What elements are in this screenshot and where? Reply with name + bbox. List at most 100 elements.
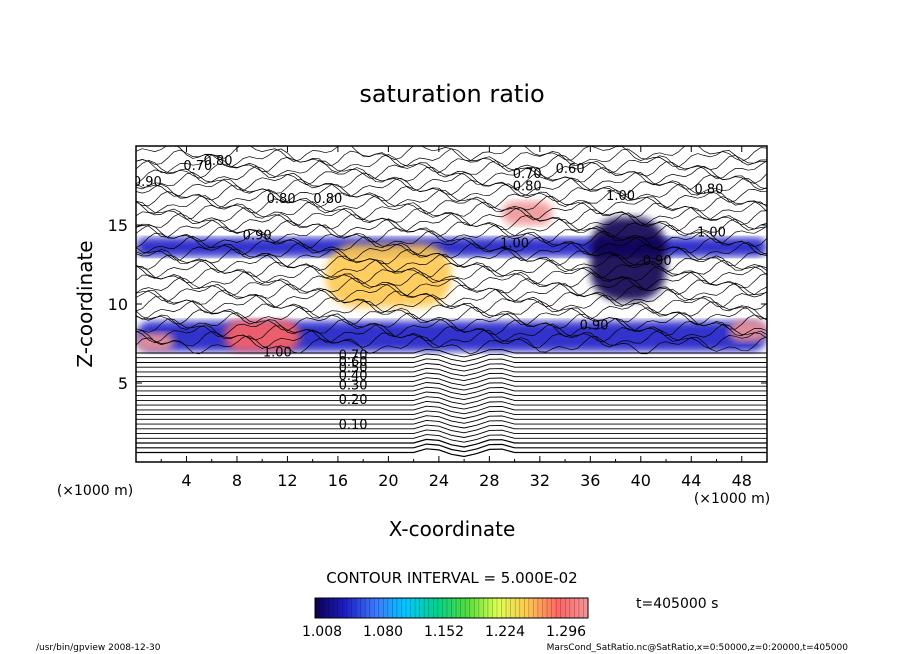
x-axis-title: X-coordinate [389,517,516,541]
contour-line-upper-3 [136,317,767,338]
x-tick-label-2: 12 [277,471,297,490]
saturation-region-4 [325,243,452,308]
x-tick-label-3: 16 [328,471,348,490]
contour-line-upper-20 [136,218,767,238]
contour-label-5: 0.60 [339,355,368,370]
contour-label-4: 0.50 [339,361,368,376]
contour-line-upper-33 [136,146,767,162]
contour-line-lower-3 [136,434,767,443]
contour-line-lower-5 [136,424,767,434]
contour-line-upper-12 [136,265,767,285]
contour-line-upper-28 [136,172,767,192]
contour-line-lower-20 [136,353,767,363]
x-tick-label-9: 40 [631,471,651,490]
contour-line-lower-2 [136,438,767,448]
x-tick-label-6: 28 [479,471,499,490]
contour-label-21: 0.90 [580,319,609,334]
contour-line-lower-17 [136,367,767,377]
saturation-region-5 [501,201,553,225]
contour-line-upper-7 [136,294,767,314]
colorbar-tick-label-4: 1.296 [546,624,586,640]
contour-label-11: 0.60 [556,162,585,177]
y-axis-ticks: 5 10 15 [108,216,767,393]
contour-label-20: 0.90 [643,254,672,269]
contour-line-lower-4 [136,429,767,438]
contour-line-upper-6 [136,300,767,320]
colorbar-tick-label-3: 1.224 [485,624,525,640]
contour-line-upper-5 [136,306,767,326]
y-tick-label-1: 10 [108,295,128,314]
contour-line-upper-2 [136,323,767,344]
contour-line-upper-8 [136,288,767,309]
colorbar-tick-labels: 1.008 1.080 1.152 1.224 1.296 [302,624,586,640]
contour-line-upper-25 [136,189,767,209]
contour-line-upper-24 [136,195,767,215]
x-tick-label-8: 36 [580,471,600,490]
contour-line-lower-7 [136,415,767,424]
contour-line-upper-15 [136,247,767,268]
contour-line-upper-11 [136,271,767,291]
contour-line-upper-31 [136,154,767,174]
footer-left: /usr/bin/gpview 2008-12-30 [36,643,161,653]
contour-line-lower-16 [136,372,767,382]
contour-line-lower-13 [136,386,767,396]
contour-label-15: 0.80 [313,192,342,207]
contour-label-13: 0.80 [694,183,723,198]
colorbar-stripes [319,598,584,618]
contour-label-9: 0.80 [204,154,233,169]
contour-line-upper-27 [136,177,767,197]
contour-line-lower-19 [136,358,767,367]
contour-line-lower-12 [136,391,767,401]
chart-title: saturation ratio [359,80,544,108]
contour-label-12: 0.80 [513,180,542,195]
contour-line-upper-26 [136,183,767,203]
x-axis-ticks: 4 8 12 16 20 24 28 32 36 40 44 48 [160,146,752,490]
contour-label-22: 0.90 [133,175,162,190]
x-axis-unit-label: (×1000 m) [694,491,770,507]
y-axis-title: Z-coordinate [73,240,97,367]
contour-interval-label: CONTOUR INTERVAL = 5.000E-02 [326,569,577,587]
contour-line-lower-14 [136,382,767,391]
contour-label-14: 0.80 [267,192,296,207]
contour-label-0: 0.10 [339,418,368,433]
x-tick-label-5: 24 [429,471,449,490]
contour-label-17: 0.90 [243,228,272,243]
saturation-region-6 [729,319,767,342]
x-tick-label-11: 48 [732,471,752,490]
contour-line-upper-22 [136,206,767,227]
contour-label-7: 1.00 [263,345,292,360]
x-tick-label-10: 44 [681,471,701,490]
contour-label-16: 1.00 [606,189,635,204]
colorbar-tick-label-0: 1.008 [302,624,342,640]
contour-label-8: 0.70 [183,159,212,174]
x-tick-label-4: 20 [378,471,398,490]
contour-line-upper-9 [136,282,767,303]
y-axis-unit-label: (×1000 m) [57,483,133,499]
contour-line-lower-9 [136,405,767,415]
colorbar-tick-label-1: 1.080 [363,624,403,640]
colorbar-tick-label-2: 1.152 [424,624,464,640]
saturation-region-2 [224,319,301,352]
contour-line-lower-0 [136,448,767,458]
contour-label-1: 0.20 [339,393,368,408]
contour-label-10: 0.70 [513,167,542,182]
contour-lines [136,146,767,458]
contour-line-lower-6 [136,419,767,429]
contour-line-upper-29 [136,165,767,186]
contour-label-19: 1.00 [697,225,726,240]
contour-label-3: 0.40 [339,369,368,384]
x-tick-label-7: 32 [530,471,550,490]
time-label: t=405000 s [636,596,718,612]
contour-labels: 0.100.200.300.400.500.600.701.000.700.80… [133,154,726,433]
contour-line-lower-15 [136,377,767,386]
colorbar: 1.008 1.080 1.152 1.224 1.296 [302,597,589,640]
contour-label-6: 0.70 [339,349,368,364]
contour-line-lower-8 [136,410,767,419]
x-tick-label-0: 4 [181,471,191,490]
y-tick-label-2: 15 [108,216,128,235]
contour-line-lower-21 [136,348,767,358]
plot-background [136,146,767,462]
footer-right: MarsCond_SatRatio.nc@SatRatio,x=0:50000,… [547,643,849,653]
contour-line-upper-18 [136,230,767,250]
